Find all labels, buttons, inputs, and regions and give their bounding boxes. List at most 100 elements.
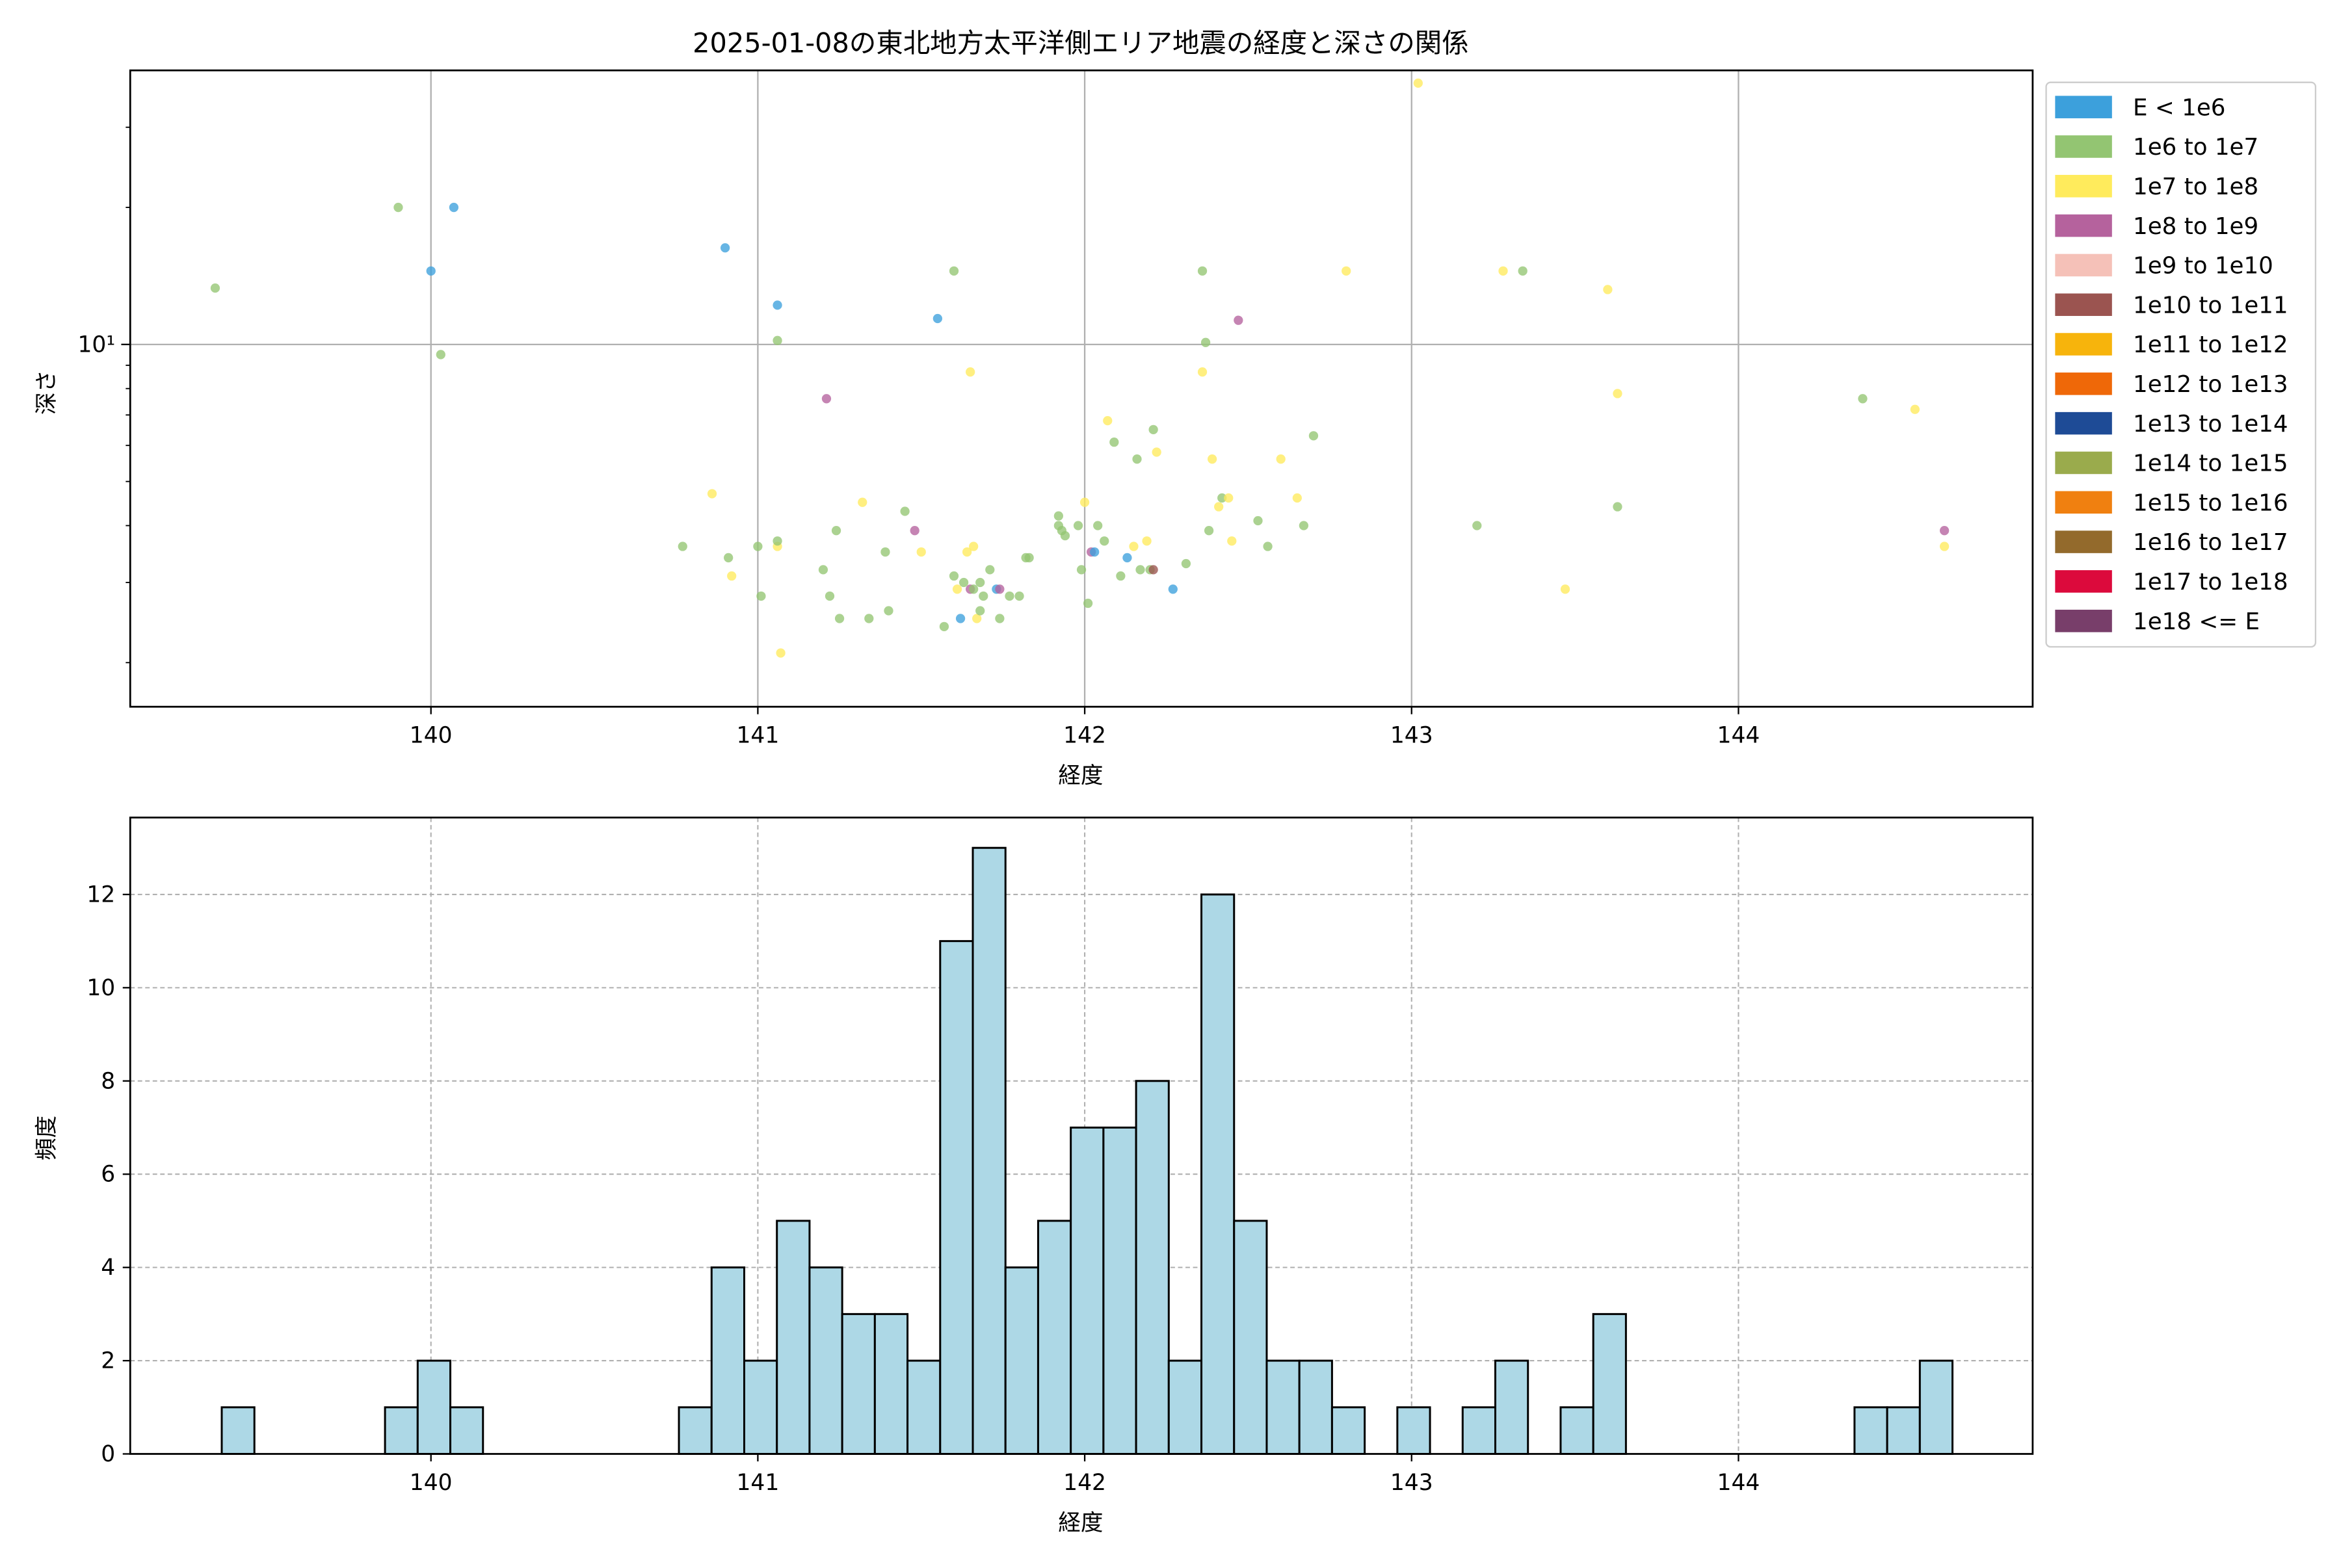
histogram-y-tick-label: 6 [101, 1162, 115, 1188]
scatter-point [1148, 565, 1158, 575]
histogram-bar [776, 1220, 811, 1456]
histogram-axes-frame [129, 817, 2034, 1455]
legend-swatch [2055, 135, 2112, 158]
scatter-point [1093, 521, 1103, 530]
histogram-bar [1102, 1127, 1137, 1456]
scatter-point [1122, 553, 1132, 563]
legend-label: 1e10 to 1e11 [2133, 292, 2288, 319]
scatter-point [1472, 521, 1482, 530]
scatter-x-tick-label: 142 [1063, 722, 1106, 748]
scatter-x-tick-label: 141 [736, 722, 779, 748]
scatter-point [962, 547, 972, 557]
scatter-point [864, 614, 874, 623]
legend-label: 1e9 to 1e10 [2133, 253, 2273, 280]
histogram-bar [710, 1266, 745, 1456]
legend-swatch [2055, 254, 2112, 277]
scatter-point [1939, 542, 1950, 551]
scatter-point [1910, 404, 1920, 414]
scatter-point [1613, 502, 1622, 512]
scatter-point [753, 542, 763, 551]
scatter-point [393, 202, 403, 213]
scatter-point [773, 335, 782, 345]
legend-label: 1e12 to 1e13 [2133, 371, 2288, 398]
scatter-point [955, 614, 966, 623]
scatter-point [975, 577, 985, 588]
histogram-x-tick-label: 144 [1717, 1470, 1760, 1496]
scatter-point [1308, 431, 1319, 441]
scatter-point [834, 614, 845, 623]
legend-label: 1e8 to 1e9 [2133, 213, 2258, 240]
scatter-point [727, 571, 737, 581]
histogram-bar [1853, 1406, 1888, 1456]
histogram-bar [1396, 1406, 1431, 1456]
legend-label: 1e17 to 1e18 [2133, 569, 2288, 595]
scatter-point [1197, 367, 1208, 377]
histogram-y-label: 頻度 [34, 1116, 60, 1160]
scatter-point [949, 571, 959, 581]
scatter-point [436, 350, 445, 359]
legend-swatch [2055, 451, 2112, 475]
histogram-y-tick-label: 12 [86, 882, 115, 908]
legend-label: 1e14 to 1e15 [2133, 451, 2288, 477]
scatter-point [916, 547, 926, 557]
scatter-point [939, 621, 949, 631]
legend-label: 1e6 to 1e7 [2133, 134, 2258, 161]
scatter-point [818, 565, 828, 575]
histogram-bar [1167, 1359, 1203, 1456]
scatter-legend: E < 1e6 1e6 to 1e7 1e7 to 1e8 1e8 to 1e9 1e9… [2045, 81, 2317, 648]
scatter-point [1132, 454, 1142, 464]
scatter-point [756, 591, 766, 601]
scatter-point [449, 202, 459, 213]
scatter-point [1103, 415, 1113, 426]
histogram-bar [1592, 1313, 1627, 1456]
scatter-point [1148, 425, 1158, 434]
scatter-point [1342, 266, 1351, 276]
scatter-point [773, 300, 782, 310]
scatter-point [1263, 542, 1273, 551]
histogram-bar [873, 1313, 909, 1456]
histogram-bar [1298, 1359, 1333, 1456]
scatter-point [932, 313, 943, 324]
scatter-point [1207, 454, 1217, 464]
legend-label: 1e16 to 1e17 [2133, 529, 2288, 556]
histogram-bar [1004, 1266, 1039, 1456]
scatter-point [773, 536, 782, 546]
legend-label: 1e18 <= E [2133, 608, 2260, 635]
histogram-x-tick-label: 141 [736, 1470, 779, 1496]
scatter-point [724, 553, 734, 563]
scatter-point [995, 614, 1005, 623]
histogram-bar [1037, 1220, 1072, 1456]
histogram-y-tick-label: 8 [101, 1068, 115, 1094]
legend-swatch [2055, 96, 2112, 118]
scatter-point [966, 367, 975, 377]
scatter-grid [130, 70, 2033, 707]
legend-swatch [2055, 570, 2112, 593]
scatter-point [1073, 521, 1083, 530]
histogram-bar [416, 1359, 452, 1456]
scatter-point [1224, 493, 1234, 503]
histogram-bar [220, 1406, 256, 1456]
scatter-point [985, 565, 995, 575]
scatter-point [678, 542, 687, 551]
scatter-x-tick-label: 140 [410, 722, 453, 748]
scatter-point [821, 394, 832, 404]
scatter-point [1005, 591, 1014, 601]
scatter-point [949, 266, 959, 276]
histogram-bar [1886, 1406, 1921, 1456]
scatter-point [707, 489, 717, 499]
scatter-point [1560, 584, 1570, 594]
histogram-x-tick-label: 140 [410, 1470, 453, 1496]
scatter-point [1253, 516, 1263, 526]
histogram-bar [743, 1359, 778, 1456]
histogram-bar [1330, 1406, 1366, 1456]
scatter-point [1939, 526, 1950, 536]
histogram-bar [808, 1266, 843, 1456]
scatter-point [1217, 493, 1227, 503]
scatter-point [1116, 571, 1126, 581]
histogram-bar [841, 1313, 876, 1456]
scatter-point [1214, 502, 1224, 512]
scatter-point [776, 648, 786, 658]
scatter-point [1603, 285, 1613, 294]
histogram-bar [1559, 1406, 1594, 1456]
